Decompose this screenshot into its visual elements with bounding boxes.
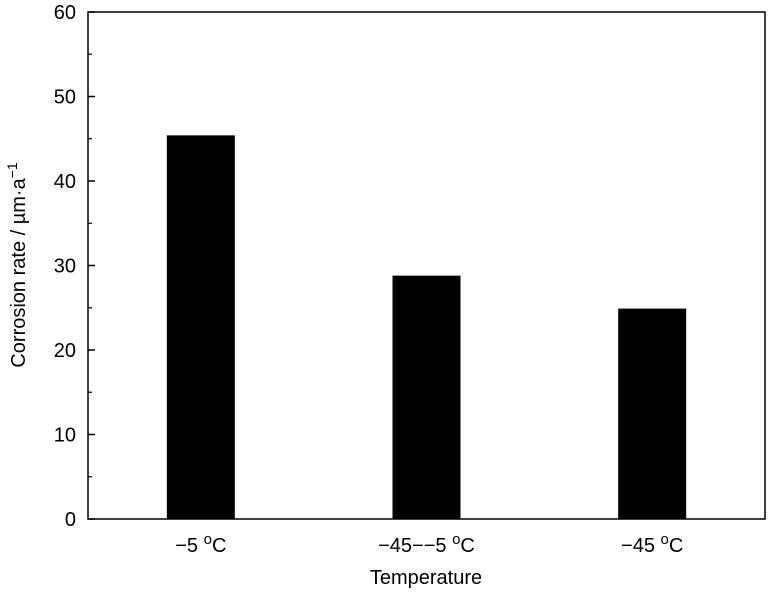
y-tick-label-60: 60 (54, 2, 76, 24)
y-tick-label-20: 20 (54, 340, 76, 362)
x-tick-label-1: −5 oC (175, 531, 226, 557)
x-axis-ticks (200, 513, 653, 519)
bar-1 (166, 135, 235, 519)
x-tick-label-2: −45−−5 oC (378, 531, 475, 557)
y-axis-title-main: Corrosion rate / µm·a (8, 177, 30, 367)
bar-3 (618, 308, 687, 519)
y-axis-ticks (88, 11, 95, 520)
x-axis-title: Temperature (370, 567, 482, 589)
bars-group (166, 135, 687, 519)
y-axis-title: Corrosion rate / µm·a−1 (4, 162, 30, 368)
x-axis-tick-labels: −5 oC −45−−5 oC −45 oC (175, 531, 683, 557)
bar-2 (392, 275, 461, 519)
y-tick-label-40: 40 (54, 171, 76, 193)
y-tick-label-50: 50 (54, 87, 76, 109)
x-tick-label-3: −45 oC (621, 531, 683, 557)
y-tick-label-0: 0 (65, 509, 76, 531)
y-axis-tick-labels: 0 10 20 30 40 50 60 (54, 2, 76, 531)
y-tick-label-30: 30 (54, 256, 76, 278)
y-tick-label-10: 10 (54, 425, 76, 447)
y-axis-title-superscript: −1 (4, 162, 20, 178)
